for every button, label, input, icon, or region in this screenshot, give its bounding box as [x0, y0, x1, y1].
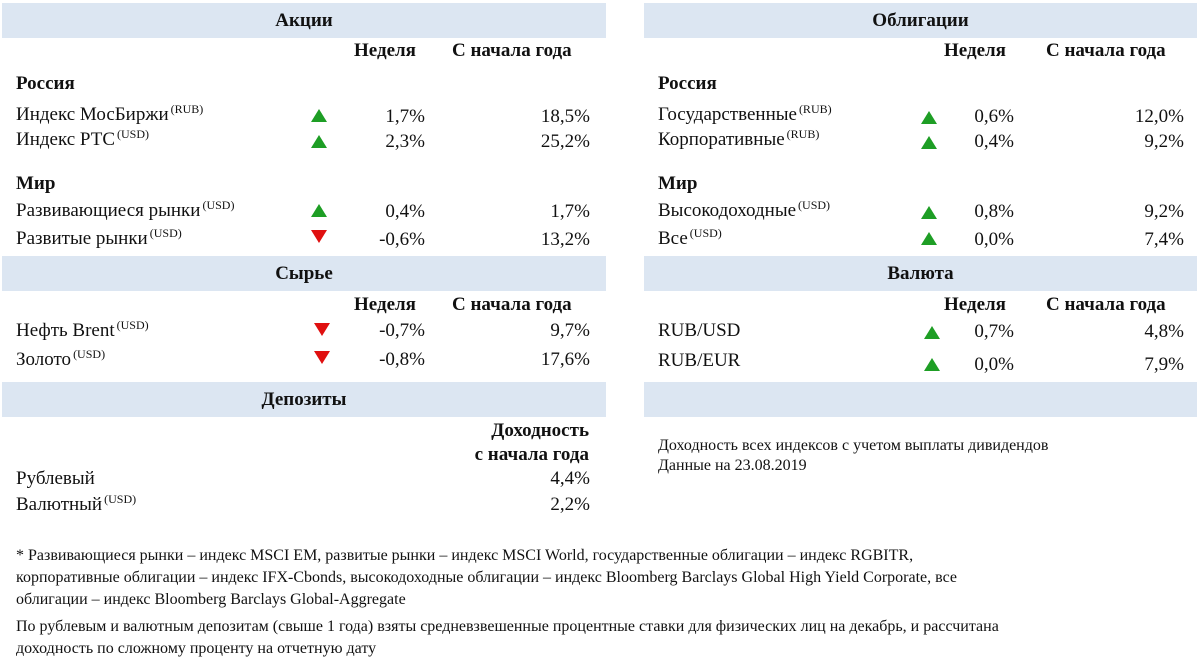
bonds-row-hy-ytd: 9,2% [1144, 201, 1184, 222]
up-arrow-icon [311, 109, 327, 122]
up-arrow-icon [921, 232, 937, 245]
commodities-row-gold-ytd: 17,6% [540, 349, 590, 370]
up-arrow-icon [921, 136, 937, 149]
footnote-indices-line1: * Развивающиеся рынки – индекс MSCI EM, … [16, 547, 914, 564]
deposits-row-fx-value: 2,2% [550, 494, 590, 515]
currency-row-usd-label: RUB/USD [658, 320, 741, 341]
stocks-row-dm-label: Развитые рынки (USD) [16, 226, 182, 249]
stocks-row-moex-week: 1,7% [385, 106, 425, 127]
commodities-row-brent-week: -0,7% [379, 320, 425, 341]
deposits-col-line2: с начала года [474, 444, 589, 465]
bonds-row-all-week: 0,0% [974, 229, 1014, 250]
bonds-world-title: Мир [658, 173, 698, 194]
empty-header-band [644, 382, 1197, 417]
bonds-row-corp-ytd: 9,2% [1144, 131, 1184, 152]
stocks-row-moex-label: Индекс МосБиржи (RUB) [16, 102, 204, 125]
commodities-row-brent-label: Нефть Brent (USD) [16, 318, 149, 341]
stocks-row-rts-ytd: 25,2% [540, 131, 590, 152]
currency-header: Валюта [644, 256, 1197, 291]
commodities-row-gold-label: Золото (USD) [16, 347, 106, 370]
dividends-note: Доходность всех индексов с учетом выплат… [658, 437, 1049, 454]
bonds-row-all-ytd: 7,4% [1144, 229, 1184, 250]
up-arrow-icon [311, 135, 327, 148]
down-arrow-icon [314, 351, 330, 364]
currency-row-eur-week: 0,0% [974, 354, 1014, 375]
deposits-header: Депозиты [2, 382, 606, 417]
up-arrow-icon [924, 358, 940, 371]
commodities-col-week: Неделя [354, 294, 416, 315]
currency-col-ytd: С начала года [1046, 294, 1166, 315]
stocks-row-dm-week: -0,6% [379, 229, 425, 250]
bonds-col-ytd: С начала года [1046, 40, 1166, 61]
stocks-world-title: Мир [16, 173, 56, 194]
currency-row-eur-label: RUB/EUR [658, 350, 741, 371]
bonds-row-corp-week: 0,4% [974, 131, 1014, 152]
bonds-row-gov-ytd: 12,0% [1134, 106, 1184, 127]
bonds-header: Облигации [644, 3, 1197, 38]
stocks-row-rts-label: Индекс РТС (USD) [16, 127, 150, 150]
bonds-row-gov-label: Государственные (RUB) [658, 102, 832, 125]
up-arrow-icon [921, 111, 937, 124]
deposits-row-fx-label: Валютный (USD) [16, 492, 137, 515]
deposits-col-line1: Доходность [491, 420, 589, 441]
stocks-col-ytd: С начала года [452, 40, 572, 61]
stocks-row-rts-week: 2,3% [385, 131, 425, 152]
currency-col-week: Неделя [944, 294, 1006, 315]
commodities-col-ytd: С начала года [452, 294, 572, 315]
currency-row-eur-ytd: 7,9% [1144, 354, 1184, 375]
data-date-note: Данные на 23.08.2019 [658, 457, 807, 474]
commodities-row-brent-ytd: 9,7% [550, 320, 590, 341]
bonds-row-corp-label: Корпоративные (RUB) [658, 127, 820, 150]
stocks-header: Акции [2, 3, 606, 38]
deposits-row-rub-label: Рублевый [16, 468, 95, 489]
footnote-indices-line2: корпоративные облигации – индекс IFX-Cbo… [16, 569, 957, 586]
bonds-row-gov-week: 0,6% [974, 106, 1014, 127]
footnote-indices-line3: облигации – индекс Bloomberg Barclays Gl… [16, 591, 406, 608]
commodities-row-gold-week: -0,8% [379, 349, 425, 370]
currency-row-usd-week: 0,7% [974, 321, 1014, 342]
bonds-russia-title: Россия [658, 73, 717, 94]
stocks-row-em-label: Развивающиеся рынки (USD) [16, 198, 235, 221]
stocks-row-moex-ytd: 18,5% [540, 106, 590, 127]
up-arrow-icon [921, 206, 937, 219]
footnote-deposits-line2: доходность по сложному проценту на отчет… [16, 640, 377, 657]
down-arrow-icon [314, 323, 330, 336]
stocks-row-em-ytd: 1,7% [550, 201, 590, 222]
deposits-row-rub-value: 4,4% [550, 468, 590, 489]
currency-row-usd-ytd: 4,8% [1144, 321, 1184, 342]
commodities-header: Сырье [2, 256, 606, 291]
bonds-row-hy-week: 0,8% [974, 201, 1014, 222]
footnote-deposits-line1: По рублевым и валютным депозитам (свыше … [16, 618, 999, 635]
stocks-row-em-week: 0,4% [385, 201, 425, 222]
stocks-col-week: Неделя [354, 40, 416, 61]
stocks-russia-title: Россия [16, 73, 75, 94]
stocks-row-dm-ytd: 13,2% [540, 229, 590, 250]
bonds-row-all-label: Все (USD) [658, 226, 722, 249]
bonds-col-week: Неделя [944, 40, 1006, 61]
up-arrow-icon [311, 204, 327, 217]
down-arrow-icon [311, 230, 327, 243]
bonds-row-hy-label: Высокодоходные (USD) [658, 198, 831, 221]
up-arrow-icon [924, 326, 940, 339]
